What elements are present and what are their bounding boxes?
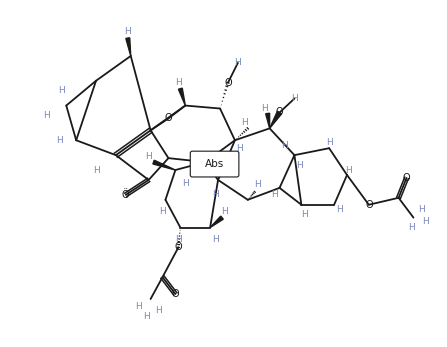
Text: O: O xyxy=(365,200,373,210)
Text: Ö: Ö xyxy=(122,190,130,200)
Text: H: H xyxy=(56,136,63,145)
Polygon shape xyxy=(210,216,224,228)
Text: H: H xyxy=(254,180,261,189)
Text: H: H xyxy=(224,159,232,168)
Text: H: H xyxy=(145,152,152,161)
Text: H: H xyxy=(235,58,241,67)
Text: O: O xyxy=(164,113,172,124)
Text: H: H xyxy=(212,190,219,199)
Text: O: O xyxy=(172,289,179,299)
Polygon shape xyxy=(266,113,270,128)
Text: H: H xyxy=(301,210,308,219)
Text: H: H xyxy=(241,118,248,127)
Text: H: H xyxy=(124,27,131,36)
Text: H: H xyxy=(346,166,352,175)
Polygon shape xyxy=(126,38,131,56)
Text: H: H xyxy=(175,78,182,87)
Text: H: H xyxy=(291,94,298,103)
Text: O: O xyxy=(276,108,283,118)
Text: H: H xyxy=(261,104,268,113)
Text: H: H xyxy=(222,207,228,216)
Text: Abs: Abs xyxy=(204,159,224,169)
Text: H: H xyxy=(135,303,142,311)
Text: H: H xyxy=(408,223,415,232)
Text: H: H xyxy=(175,235,182,244)
Text: H: H xyxy=(143,312,150,321)
Text: O: O xyxy=(224,78,232,88)
Text: H: H xyxy=(271,190,278,199)
Text: H: H xyxy=(422,217,429,226)
Text: H: H xyxy=(326,138,333,147)
Text: H: H xyxy=(212,235,219,244)
Text: H: H xyxy=(58,86,65,95)
Text: H: H xyxy=(296,161,303,170)
Text: H: H xyxy=(93,166,99,175)
Text: H: H xyxy=(159,207,166,216)
Text: H: H xyxy=(236,144,243,153)
Text: H: H xyxy=(155,306,162,315)
Text: O: O xyxy=(174,243,182,252)
Text: H: H xyxy=(43,111,50,120)
Polygon shape xyxy=(153,160,175,170)
Text: H: H xyxy=(418,205,425,214)
Text: H: H xyxy=(281,141,288,150)
Text: H: H xyxy=(336,205,342,214)
Polygon shape xyxy=(178,88,186,105)
Polygon shape xyxy=(270,111,282,128)
Text: O: O xyxy=(403,173,410,183)
Text: H: H xyxy=(202,161,208,170)
FancyBboxPatch shape xyxy=(190,151,239,177)
Text: H: H xyxy=(182,179,189,188)
